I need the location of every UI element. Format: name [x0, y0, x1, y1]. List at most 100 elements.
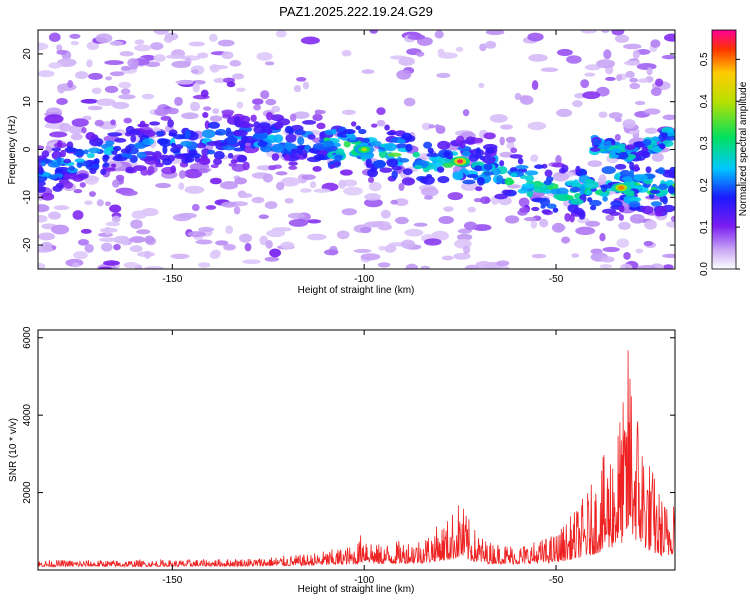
spectrogram-blob — [262, 173, 274, 183]
spectrogram-blob — [99, 237, 118, 242]
spectrogram-blob — [611, 30, 625, 36]
spectrogram-blob — [86, 59, 93, 68]
spectrogram-blob — [127, 58, 139, 68]
spectrogram-blob — [253, 104, 262, 111]
spectrogram-blob — [376, 119, 386, 127]
spectrogram-blob — [524, 174, 535, 182]
spectrogram-blob — [599, 184, 614, 189]
spectrogram-blob — [111, 163, 117, 168]
spectrogram-blob — [68, 165, 76, 171]
spectrogram-blob — [531, 80, 539, 91]
spectrogram-blob — [87, 105, 103, 111]
colorbar-tick-label: 0.4 — [699, 94, 710, 108]
spectrogram-blob — [628, 201, 641, 208]
spectrogram-blob — [587, 197, 593, 203]
spectrogram-blob — [434, 30, 444, 39]
spectrogram-blob — [105, 76, 113, 81]
spectrogram-blob — [47, 161, 62, 168]
spectrogram-blob — [598, 111, 608, 118]
spectrogram-blob — [338, 179, 346, 189]
spectrogram-blob — [191, 69, 199, 74]
spectrogram-blob — [307, 219, 322, 224]
snr-ylabel: SNR (10 * v/v) — [8, 418, 19, 482]
spectrogram-blob — [496, 260, 510, 267]
spectrogram-blob — [467, 206, 476, 213]
colorbar: 0.0 0.1 0.2 0.3 0.4 0.5 Normalized spectral a… — [699, 29, 749, 276]
spectrogram-blob — [462, 179, 476, 185]
spectrogram-blob — [472, 224, 492, 232]
spectrogram-blob — [293, 111, 310, 119]
spectrogram-blob — [300, 36, 320, 45]
spectrogram-blob — [107, 132, 123, 137]
spectrogram-blob — [633, 174, 648, 182]
spectrogram-blob — [379, 167, 393, 173]
spectrogram-blob — [198, 226, 215, 232]
spectrogram-blob — [72, 262, 80, 268]
spectrogram-blob — [178, 182, 185, 190]
spectrogram-blob — [649, 189, 661, 194]
spectrogram-blob — [523, 217, 537, 222]
spectrogram-blob — [361, 147, 368, 152]
spectrogram-blob — [174, 144, 184, 150]
spectrogram-blob — [531, 253, 547, 259]
spectrogram-blob — [413, 165, 423, 170]
spectrogram-blob — [662, 114, 675, 121]
spectrogram-blob — [213, 150, 225, 160]
spectrogram-blob — [339, 169, 353, 176]
snr-axes: -150 -100 -50 2000 4000 6000 — [22, 326, 675, 586]
spectrogram-blob — [284, 141, 293, 150]
spectrogram-blob — [187, 231, 206, 238]
spectrogram-blob — [225, 127, 232, 134]
spectrogram-blob — [136, 151, 147, 159]
spectrogram-blob — [290, 148, 300, 154]
spectrogram-blob — [301, 174, 316, 180]
spectrogram-blob — [654, 78, 664, 87]
spectrogram-blob — [104, 226, 111, 236]
spectrogram-blob — [514, 92, 522, 101]
spectrogram-blob — [421, 122, 432, 131]
spectrogram-blob — [85, 131, 96, 141]
spectrogram-blob — [222, 145, 236, 151]
spectrogram-blob — [437, 158, 452, 164]
spectrogram-blob — [284, 197, 294, 204]
x-tick-label: -50 — [549, 575, 564, 586]
spectrogram-blob — [77, 239, 90, 246]
spectrogram-blob — [644, 127, 658, 134]
spectrogram-blob — [233, 206, 241, 215]
spectrogram-blob — [142, 138, 150, 145]
spectrogram-blob — [144, 266, 164, 269]
figure-title: PAZ1.2025.222.19.24.G29 — [279, 4, 433, 19]
spectrogram-blob — [172, 134, 187, 140]
spectrogram-blob — [489, 113, 508, 123]
spectrogram-blob — [599, 233, 606, 242]
spectrogram-blob — [650, 87, 662, 97]
spectrogram-blob — [404, 228, 424, 237]
spectrogram-blob — [171, 60, 191, 69]
spectrogram-blob — [655, 205, 667, 212]
snr-series-line — [38, 350, 675, 569]
spectrogram-blob — [130, 134, 137, 143]
spectrogram-blob — [599, 143, 605, 148]
spectrogram-blob — [667, 185, 675, 194]
spectrogram-blob — [662, 253, 675, 259]
spectrogram-blob — [616, 74, 623, 82]
spectrogram-blob — [618, 185, 625, 190]
spectrogram-blob — [519, 95, 534, 105]
spectrogram-blob — [527, 121, 547, 131]
spectrogram-blob — [51, 224, 70, 235]
spectrogram-blob — [530, 220, 538, 229]
spectrogram-blob — [73, 188, 83, 194]
spectrogram-blob — [441, 255, 454, 261]
spectrogram-blob — [236, 121, 251, 128]
spectrogram-blob — [72, 251, 88, 260]
spectrogram-blob — [242, 259, 261, 265]
spectrogram-blob — [114, 138, 127, 143]
spectrogram-blob — [318, 139, 325, 144]
spectrogram-blob — [434, 124, 441, 130]
spectrogram-blob — [312, 113, 323, 122]
spectrogram-xlabel: Height of straight line (km) — [298, 285, 415, 296]
spectrogram-blob — [91, 87, 102, 95]
spectrogram-blob — [313, 154, 325, 161]
spectrogram-blob — [505, 136, 516, 143]
